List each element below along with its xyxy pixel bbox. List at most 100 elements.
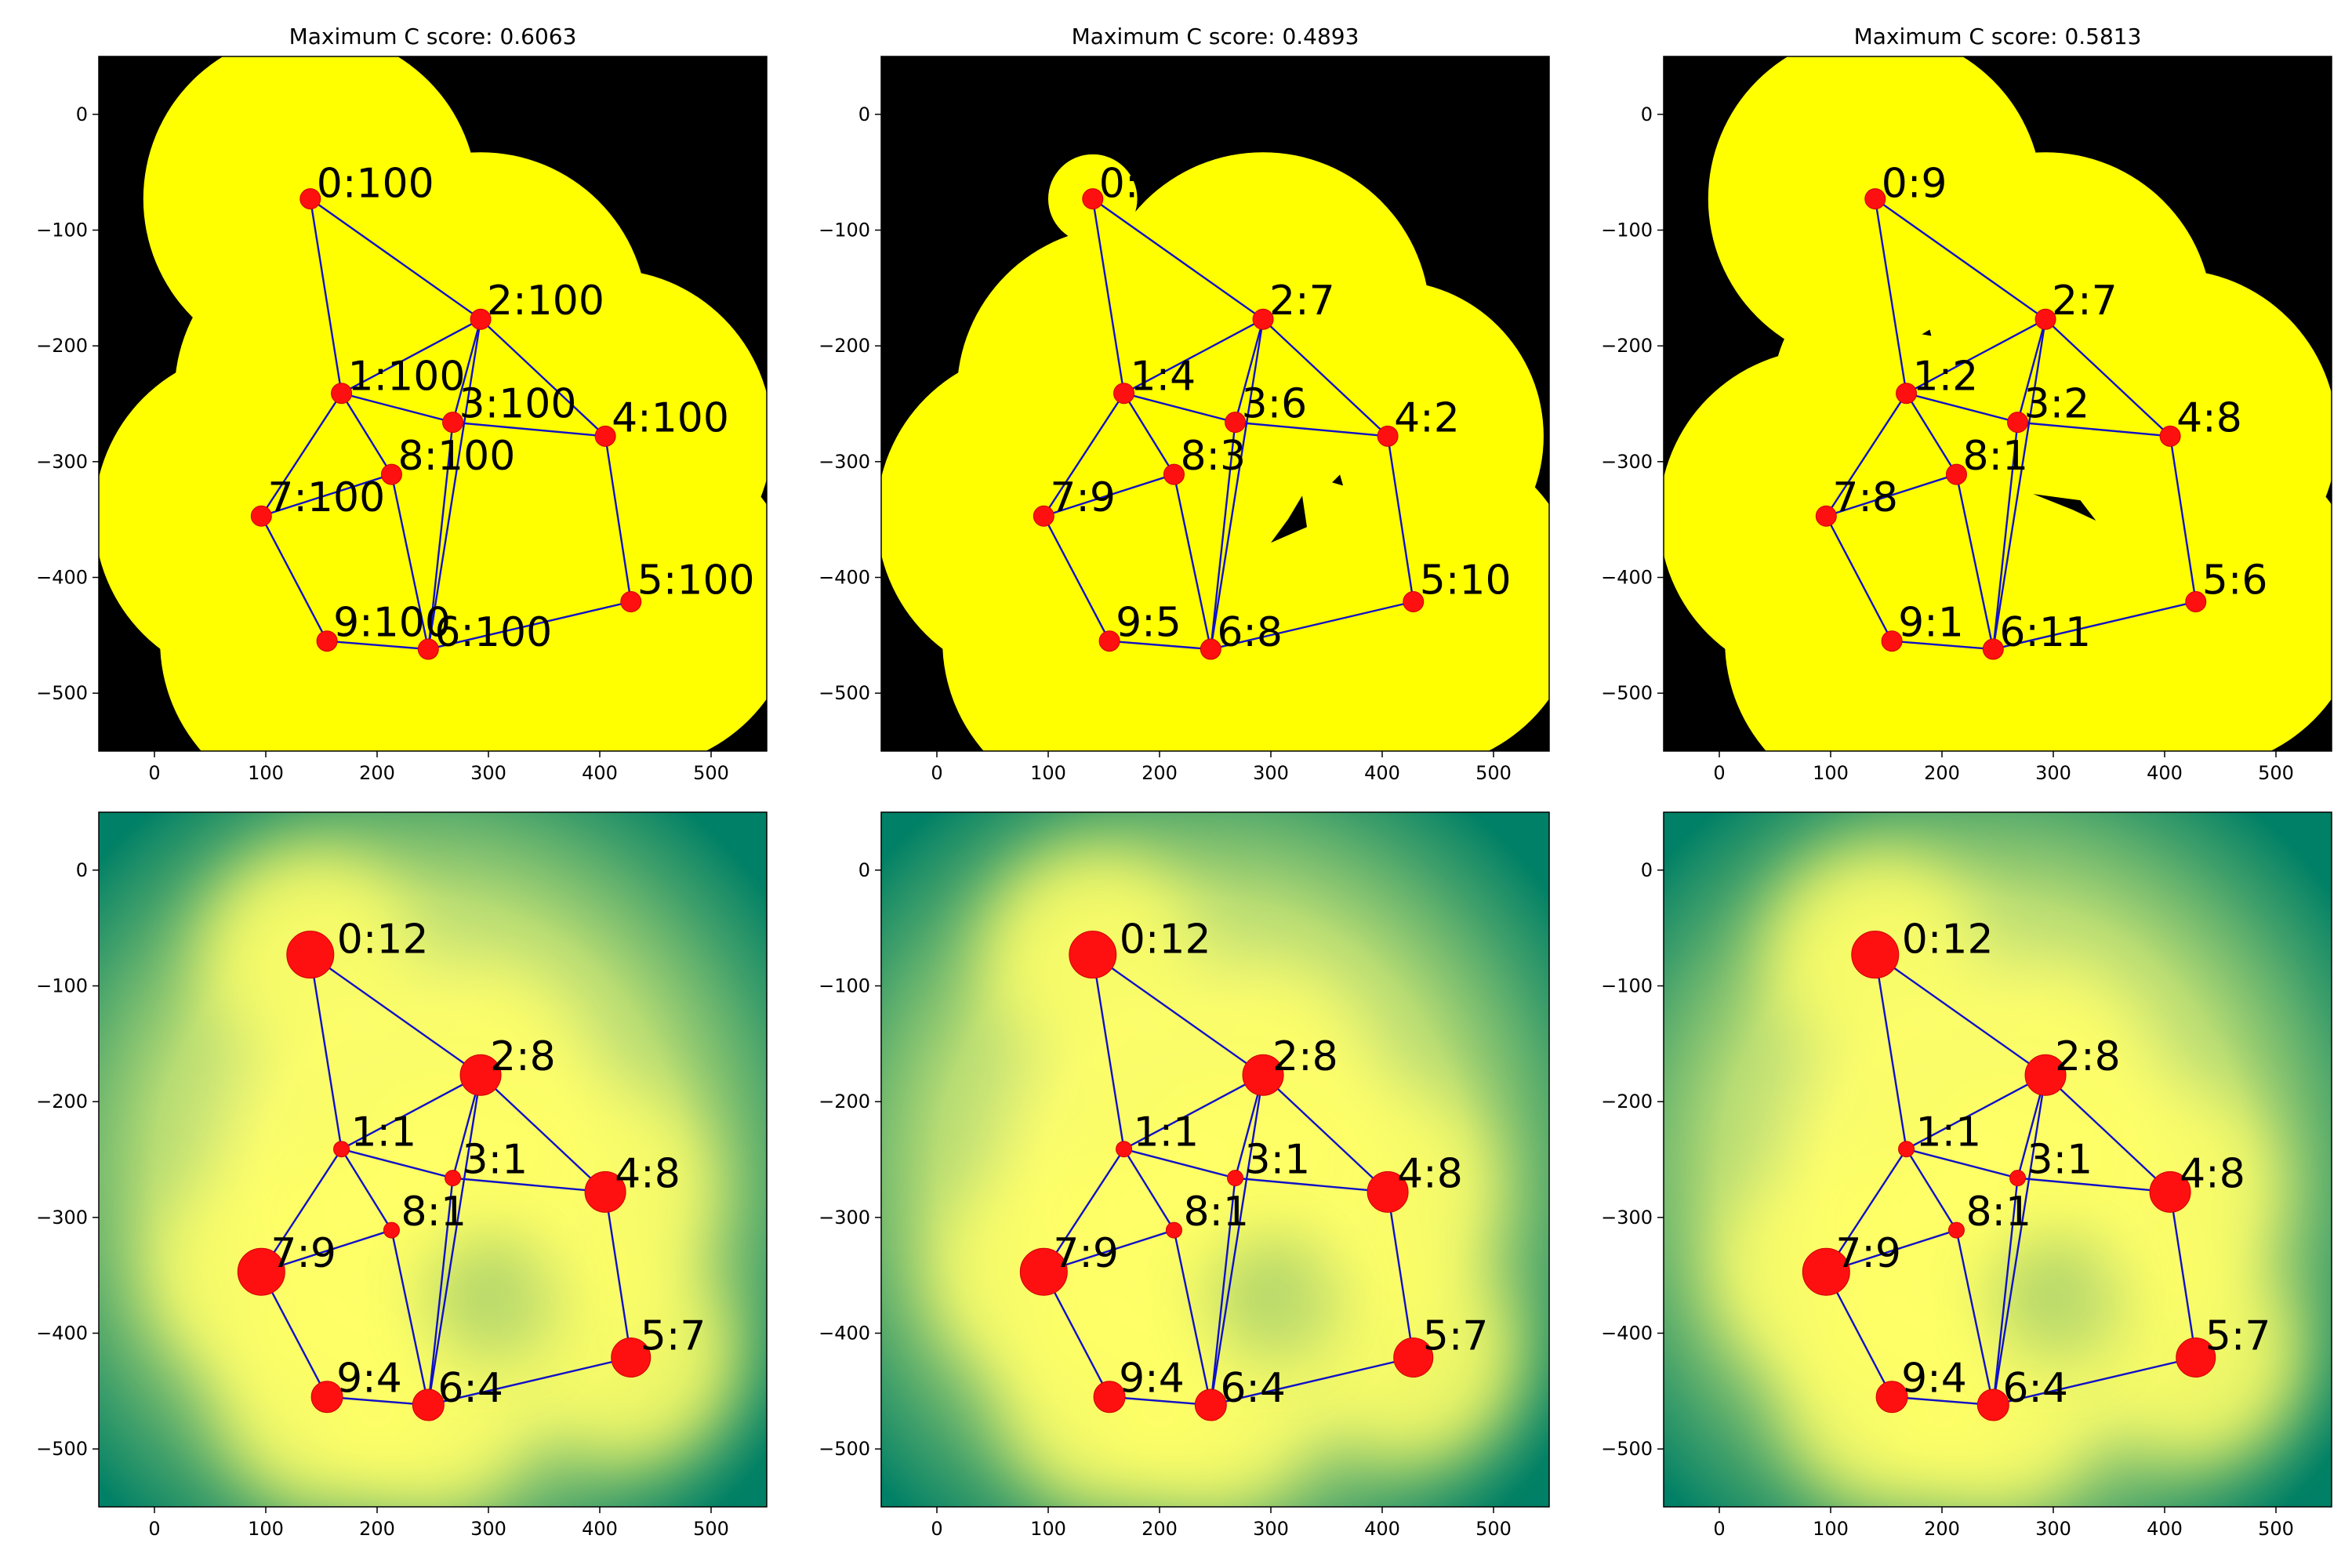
node-5 (2185, 591, 2207, 613)
x-axis: 0 100 200 300 400 500 (931, 1507, 1512, 1540)
node-label-9: 9:1 (1898, 600, 1964, 647)
x-tick-label: 400 (1364, 1518, 1400, 1540)
panel-1-2: 0:12 1:1 2:8 3:1 4:8 5:7 6:4 7:9 8:1 9:4 0 100 200 30… (1601, 811, 2332, 1540)
node-label-8: 8:100 (397, 433, 515, 480)
edge-2-3 (1234, 318, 1265, 423)
edge-2-4 (480, 1074, 606, 1193)
y-tick-label: −300 (1601, 451, 1653, 473)
y-axis: 0 −100 −200 −300 −400 −500 (818, 103, 881, 704)
node-0 (299, 188, 321, 210)
x-tick-label: 0 (1713, 762, 1725, 784)
node-1 (1116, 1141, 1133, 1158)
x-tick-label: 400 (582, 762, 618, 784)
node-7 (1802, 1247, 1850, 1296)
node-label-9: 9:4 (1901, 1356, 1967, 1403)
edge-7-9 (260, 515, 328, 642)
node-label-7: 7:100 (267, 474, 385, 521)
node-label-6: 6:4 (2002, 1365, 2068, 1412)
node-label-8: 8:1 (1183, 1189, 1249, 1236)
node-9 (1093, 1381, 1126, 1414)
node-labels: 0:100 1:100 2:100 3:100 4:100 5:100 6:100 7:100… (267, 161, 754, 656)
axes-frame (1663, 811, 2332, 1508)
nodes (1019, 931, 1434, 1421)
node-label-1: 1:4 (1131, 354, 1196, 401)
heat-low-spot (1991, 1237, 2115, 1360)
edge-1-2 (1905, 318, 2046, 394)
y-tick-label: −500 (818, 682, 870, 704)
edge-6-5 (428, 601, 632, 651)
node-4 (2149, 1171, 2191, 1213)
node-0 (1082, 188, 1104, 210)
node-label-3: 3:1 (2027, 1137, 2093, 1184)
node-label-1: 1:1 (1134, 1109, 1200, 1156)
x-tick-label: 400 (2147, 762, 2183, 784)
plot-area: 0:9 1:2 2:7 3:2 4:8 5:6 6:11 7:8 8:1 9:1 (1664, 56, 2332, 751)
node-1 (1898, 1141, 1915, 1158)
y-tick-label: −200 (818, 1091, 870, 1112)
node-labels: 0:12 1:1 2:8 3:1 4:8 5:7 6:4 7:9 8:1 9:4 (270, 916, 706, 1412)
x-tick-label: 500 (693, 1518, 729, 1540)
node-6 (417, 638, 439, 660)
panel-1-0: 0:12 1:1 2:8 3:1 4:8 5:7 6:4 7:9 8:1 9:4 0 100 200 30… (36, 811, 768, 1540)
edge-2-4 (2045, 1074, 2171, 1193)
nodes (1815, 188, 2207, 660)
y-tick-label: −400 (1601, 567, 1653, 589)
edge-1-7 (1825, 393, 1907, 517)
panel-title: Maximum C score: 0.4893 (1072, 24, 1359, 49)
edge-1-2 (1123, 318, 1264, 394)
y-tick-label: −400 (36, 567, 88, 589)
node-label-3: 3:1 (1245, 1137, 1311, 1184)
edge-9-6 (1109, 640, 1211, 651)
y-tick-label: −400 (818, 1323, 870, 1345)
y-tick-label: −100 (818, 975, 870, 997)
y-tick-label: 0 (1641, 859, 1653, 881)
y-axis: 0 −100 −200 −300 −400 −500 (818, 859, 881, 1460)
node-label-9: 9:4 (1119, 1356, 1185, 1403)
panel-0-0: 0:100 1:100 2:100 3:100 4:100 5:100 6:100 7:100… (36, 24, 768, 784)
y-tick-label: −300 (1601, 1207, 1653, 1229)
edge-3-6 (427, 422, 454, 650)
node-7 (237, 1247, 285, 1296)
edge-0-2 (1875, 953, 2046, 1076)
edge-3-4 (2017, 1177, 2171, 1193)
plot-area: 0: 1:4 2:7 3:6 4:2 5:10 6:8 7:9 8:3 9:5 (881, 56, 1549, 751)
edge-6-5 (1210, 601, 1414, 651)
y-tick-label: −300 (818, 1207, 870, 1229)
node-label-6: 6:11 (1999, 609, 2091, 656)
node-label-4: 4:8 (2180, 1150, 2245, 1197)
node-label-2: 2:7 (2052, 278, 2118, 325)
x-axis: 0 100 200 300 400 500 (1713, 1507, 2294, 1540)
edge-2-6 (1992, 1075, 2047, 1406)
node-label-8: 8:1 (401, 1189, 466, 1236)
edge-1-8 (1123, 1149, 1175, 1231)
node-label-6: 6:100 (434, 609, 552, 656)
x-tick-label: 200 (1924, 1518, 1960, 1540)
node-4 (1367, 1171, 1409, 1213)
x-tick-label: 100 (1030, 1518, 1066, 1540)
nodes (250, 188, 642, 660)
y-axis: 0 −100 −200 −300 −400 −500 (36, 103, 99, 704)
node-label-0: 0:12 (1902, 916, 1994, 964)
y-tick-label: 0 (858, 859, 870, 881)
node-label-2: 2:8 (2055, 1033, 2121, 1080)
node-0 (286, 931, 335, 979)
node-labels: 0:9 1:2 2:7 3:2 4:8 5:6 6:11 7:8 8:1 9:1 (1832, 161, 2267, 656)
node-6 (1194, 1388, 1227, 1421)
panel-title: Maximum C score: 0.5813 (1854, 24, 2142, 49)
edge-1-7 (1043, 393, 1125, 517)
node-3 (442, 412, 464, 434)
x-tick-label: 300 (1253, 762, 1289, 784)
y-tick-label: −300 (36, 1207, 88, 1229)
edge-9-6 (327, 640, 429, 651)
edge-2-6 (427, 319, 482, 650)
node-label-6: 6:4 (1220, 1365, 1286, 1412)
panel-1-1: 0:12 1:1 2:8 3:1 4:8 5:7 6:4 7:9 8:1 9:4 0 100 200 30… (818, 811, 1550, 1540)
x-tick-label: 500 (693, 762, 729, 784)
edge-1-2 (1905, 1074, 2046, 1150)
edge-1-3 (341, 392, 453, 423)
node-label-1: 1:100 (348, 354, 466, 401)
edge-0-2 (1875, 198, 2046, 321)
edge-1-3 (1123, 392, 1236, 423)
edges (1825, 198, 2197, 651)
x-tick-label: 400 (582, 1518, 618, 1540)
